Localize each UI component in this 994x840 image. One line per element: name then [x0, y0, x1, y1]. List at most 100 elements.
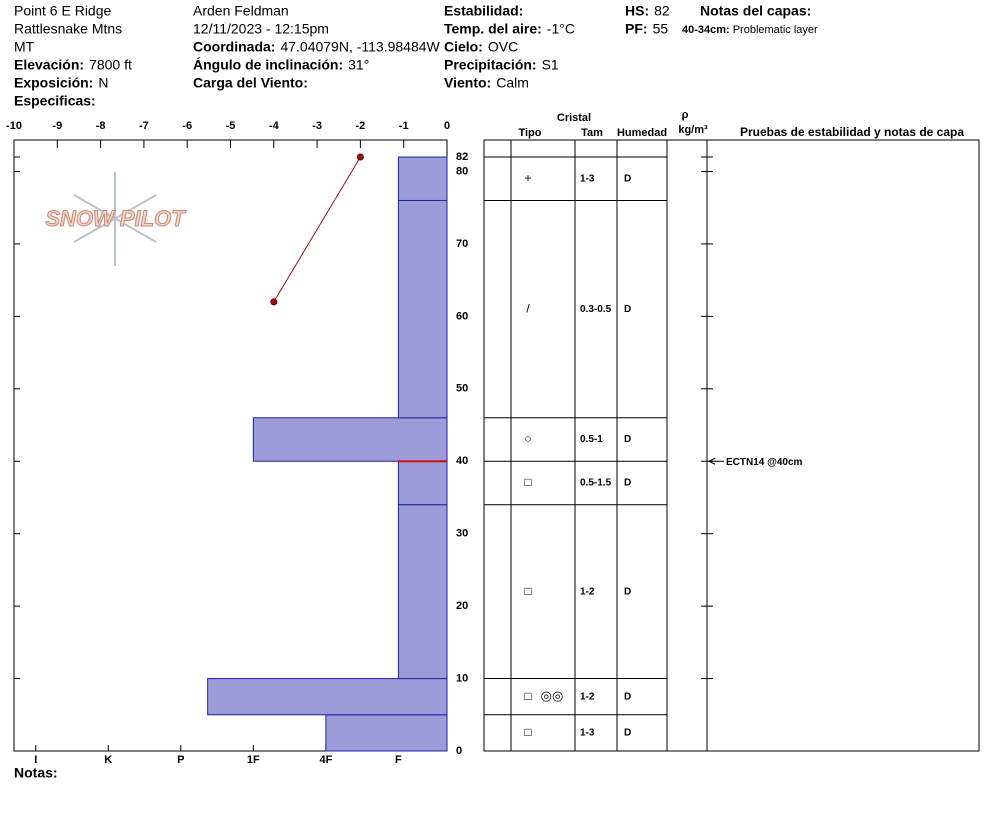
header-label: Cielo: [444, 39, 483, 55]
depth-tick-label: 70 [456, 238, 468, 250]
notes-label: Notas: [14, 765, 58, 781]
header-text: Point 6 E Ridge [14, 3, 111, 19]
header-label: Coordinada: [193, 39, 275, 55]
snowflake-logo [73, 172, 157, 266]
hardness-bar [325, 714, 448, 752]
temperature-tick-label: -1 [399, 120, 409, 132]
temperature-tick-label: -7 [139, 120, 149, 132]
header-value: -1°C [547, 21, 575, 37]
header-text: Arden Feldman [193, 3, 289, 19]
header-label: Estabilidad: [444, 3, 523, 19]
hardness-tick-label: P [177, 754, 184, 766]
column-header: ρ [682, 109, 689, 121]
grain-size: 0.5-1.5 [580, 478, 612, 489]
temperature-line [273, 156, 361, 303]
test-arrowhead [707, 457, 716, 465]
depth-tick-label: 50 [456, 383, 468, 395]
header-value: N [98, 75, 108, 91]
hardness-bar [397, 460, 448, 506]
depth-tick-label: 30 [456, 528, 468, 540]
moisture: D [624, 304, 631, 315]
hardness-bar [397, 156, 448, 201]
hardness-bar [397, 199, 448, 419]
grain-type: / [526, 301, 530, 315]
layer-table-frame [483, 139, 980, 752]
grain-type: □ [524, 725, 531, 739]
moisture: D [624, 691, 631, 702]
column-header: Tipo [518, 127, 541, 139]
layer-note-label: 40-34cm: [682, 24, 730, 36]
hardness-bar [397, 504, 448, 680]
depth-tick-label: 80 [456, 165, 468, 177]
hardness-tick-label: F [395, 754, 402, 766]
temperature-tick-label: 0 [444, 120, 450, 132]
table-column-lines [510, 140, 708, 751]
header-value: 82 [654, 3, 670, 19]
layer-note-text: Problematic layer [733, 24, 818, 36]
depth-tick-label: 82 [456, 151, 468, 163]
temperature-tick-label: -5 [226, 120, 236, 132]
header-label: Exposición: [14, 75, 93, 91]
depth-tick-label: 60 [456, 310, 468, 322]
hardness-tick-label: I [34, 754, 37, 766]
temperature-tick-label: -3 [312, 120, 322, 132]
header-label: Temp. del aire: [444, 21, 542, 37]
header-value: Calm [496, 75, 529, 91]
depth-tick-label: 40 [456, 455, 468, 467]
temperature-tick-label: -2 [356, 120, 366, 132]
grain-type: □ [524, 689, 531, 703]
column-header: Humedad [617, 127, 667, 139]
column-header: Pruebas de estabilidad y notas de capa [740, 125, 964, 139]
header-label: Precipitación: [444, 57, 537, 73]
header-value: 31° [348, 57, 369, 73]
grain-size: 1-3 [580, 173, 595, 184]
column-header: Cristal [557, 112, 591, 124]
grain-type: □ [524, 475, 531, 489]
column-header: Tam [581, 127, 603, 139]
column-header: kg/m³ [678, 124, 708, 136]
grain-type: □ [524, 584, 531, 598]
hardness-bar [207, 678, 448, 716]
layer-notes-label: Notas del capas: [700, 3, 811, 19]
temperature-tick-label: -9 [52, 120, 62, 132]
temperature-tick-label: -6 [182, 120, 192, 132]
moisture: D [624, 434, 631, 445]
header-label: PF: [625, 21, 648, 37]
header-label: HS: [625, 3, 649, 19]
header-label: Especificas: [14, 93, 96, 109]
hardness-tick-label: 4F [319, 754, 332, 766]
header-value: OVC [488, 39, 518, 55]
grain-type-secondary: ◎◎ [541, 688, 564, 703]
grain-type: ○ [524, 432, 531, 446]
test-label: ECTN14 @40cm [726, 457, 803, 468]
header-text: Rattlesnake Mtns [14, 21, 122, 37]
hardness-tick-label: 1F [247, 754, 260, 766]
header-label: Elevación: [14, 57, 84, 73]
moisture: D [624, 586, 631, 597]
depth-tick-label: 20 [456, 600, 468, 612]
header-value: 55 [653, 21, 669, 37]
header-text: MT [14, 39, 35, 55]
grain-size: 0.3-0.5 [580, 304, 612, 315]
temperature-tick-label: -4 [269, 120, 280, 132]
grain-size: 1-2 [580, 691, 595, 702]
temperature-tick-label: -8 [96, 120, 106, 132]
header-label: Ángulo de inclinación: [193, 57, 343, 73]
moisture: D [624, 173, 631, 184]
logo: SNOW PILOT [45, 206, 186, 231]
grain-type: + [524, 171, 531, 185]
header-text: 12/11/2023 - 12:15pm [193, 21, 329, 37]
temperature-tick-label: -10 [6, 120, 22, 132]
header-label: Viento: [444, 75, 491, 91]
header-value: 7800 ft [89, 57, 132, 73]
moisture: D [624, 728, 631, 739]
depth-tick-label: 0 [456, 745, 462, 757]
temperature-point [270, 298, 278, 306]
grain-size: 0.5-1 [580, 434, 603, 445]
moisture: D [624, 478, 631, 489]
grain-size: 1-2 [580, 586, 595, 597]
temperature-point [356, 153, 364, 161]
depth-tick-label: 10 [456, 672, 468, 684]
header-value: S1 [542, 57, 559, 73]
